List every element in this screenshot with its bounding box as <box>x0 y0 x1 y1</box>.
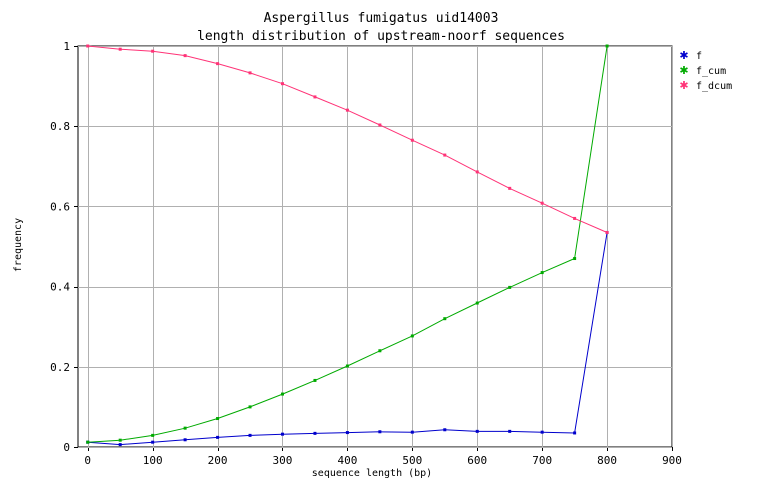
data-point-f-cum <box>410 334 414 338</box>
data-point-f-cum <box>378 349 382 353</box>
data-point-f <box>216 435 220 439</box>
data-point-f-dcum <box>443 153 447 157</box>
legend-item-f: ✱ f <box>679 49 702 62</box>
data-point-f <box>118 443 122 447</box>
data-point-f-dcum <box>86 44 90 48</box>
data-point-f-cum <box>345 364 349 368</box>
y-tick-label: 0.6 <box>50 200 70 213</box>
plot-frame <box>77 45 673 448</box>
data-point-f-dcum <box>248 71 252 75</box>
data-point-f-cum <box>443 317 447 321</box>
legend: ✱ f✱ f_cum✱ f_dcum <box>679 49 732 92</box>
x-tick-label: 800 <box>597 454 617 467</box>
data-point-f-cum <box>313 378 317 382</box>
data-point-f <box>475 429 479 433</box>
data-point-f-dcum <box>540 201 544 205</box>
data-point-f <box>151 440 155 444</box>
data-point-f-cum <box>475 301 479 305</box>
data-point-f-cum <box>248 405 252 409</box>
tick-labels: 0 100 200 300 400 500 600 700 800 900 0 0.2 0.4 0.6 0.… <box>50 40 682 467</box>
plot-area <box>77 45 673 448</box>
data-point-f-cum <box>183 426 187 430</box>
data-point-f-cum <box>118 438 122 442</box>
data-point-f-dcum <box>313 95 317 99</box>
y-tick-label: 0.2 <box>50 361 70 374</box>
data-point-f-cum <box>280 392 284 396</box>
legend-marker-icon: ✱ <box>679 64 688 77</box>
data-point-f-dcum <box>280 82 284 86</box>
data-point-f <box>443 428 447 432</box>
y-tick-label: 0.4 <box>50 281 70 294</box>
chart-subtitle: length distribution of upstream-noorf se… <box>197 29 565 44</box>
data-point-f-cum <box>216 417 220 421</box>
data-point-f-dcum <box>151 49 155 53</box>
y-tick-label: 0 <box>63 441 70 454</box>
data-point-f-dcum <box>345 108 349 112</box>
data-point-f <box>345 431 349 435</box>
chart-title: Aspergillus fumigatus uid14003 <box>264 11 499 26</box>
data-point-f <box>573 431 577 435</box>
legend-marker-icon: ✱ <box>679 49 688 62</box>
x-axis-label: sequence length (bp) <box>312 468 432 479</box>
x-tick-label: 700 <box>532 454 552 467</box>
data-point-f <box>280 432 284 436</box>
data-point-f-cum <box>540 271 544 275</box>
x-tick-label: 200 <box>208 454 228 467</box>
x-tick-label: 100 <box>143 454 163 467</box>
y-axis-label: frequency <box>13 218 24 272</box>
x-tick-label: 900 <box>662 454 682 467</box>
x-tick-label: 0 <box>84 454 91 467</box>
data-point-f-dcum <box>118 47 122 51</box>
data-point-f-cum <box>151 433 155 437</box>
data-point-f <box>248 433 252 437</box>
legend-label: f <box>696 51 702 62</box>
legend-item-f-dcum: ✱ f_dcum <box>679 79 732 92</box>
data-point-f <box>508 429 512 433</box>
gridlines <box>74 46 673 451</box>
data-point-f-dcum <box>216 62 220 66</box>
data-point-f-dcum <box>573 216 577 220</box>
x-tick-label: 600 <box>467 454 487 467</box>
data-point-f <box>183 438 187 442</box>
data-point-f-dcum <box>410 138 414 142</box>
data-point-f-cum <box>86 440 90 444</box>
data-point-f-cum <box>573 257 577 261</box>
data-point-f-dcum <box>378 123 382 127</box>
data-point-f-dcum <box>183 54 187 58</box>
data-point-f <box>378 430 382 434</box>
data-point-f-cum <box>508 285 512 289</box>
x-tick-label: 400 <box>337 454 357 467</box>
series-lines <box>86 44 609 447</box>
data-point-f-dcum <box>605 230 609 234</box>
data-point-f <box>410 430 414 434</box>
data-point-f-cum <box>605 44 609 48</box>
legend-label: f_cum <box>696 66 726 77</box>
data-point-f <box>313 431 317 435</box>
y-tick-label: 1 <box>63 40 70 53</box>
x-tick-label: 500 <box>402 454 422 467</box>
data-point-f <box>540 430 544 434</box>
x-tick-label: 300 <box>273 454 293 467</box>
data-point-f-dcum <box>508 186 512 190</box>
legend-label: f_dcum <box>696 81 732 92</box>
y-tick-label: 0.8 <box>50 120 70 133</box>
legend-item-f-cum: ✱ f_cum <box>679 64 726 77</box>
data-point-f-dcum <box>475 170 479 174</box>
legend-marker-icon: ✱ <box>679 79 688 92</box>
